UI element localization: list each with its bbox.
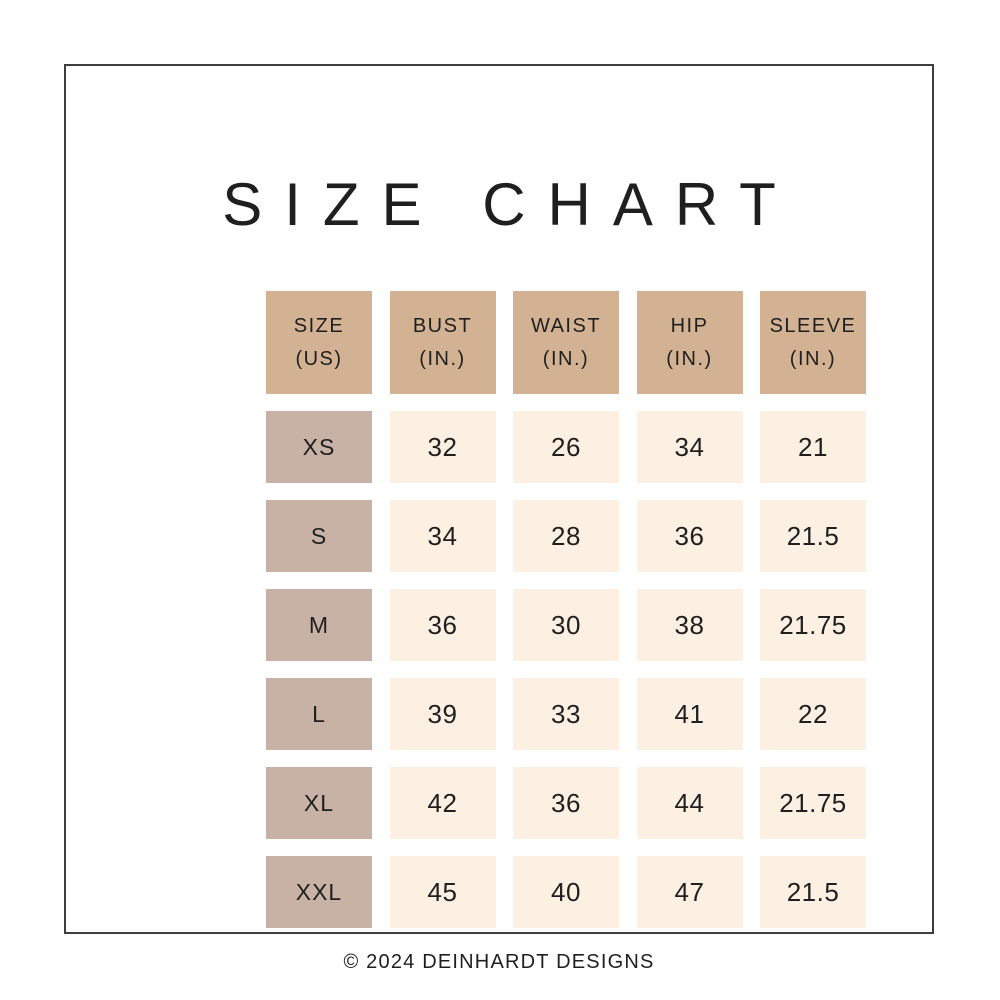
- measurement-cell-hip: 36: [636, 500, 743, 572]
- size-label-cell: XXL: [266, 856, 372, 928]
- measurement-cell-sleeve: 21.75: [760, 589, 866, 661]
- column-header-label: HIP: [670, 315, 709, 337]
- measurement-cell-hip: 47: [636, 856, 743, 928]
- measurement-cell-bust: 45: [389, 856, 496, 928]
- size-label-cell: S: [266, 500, 372, 572]
- measurement-cell-sleeve: 21: [760, 411, 866, 483]
- measurement-cell-sleeve: 21.5: [760, 500, 866, 572]
- measurement-cell-hip: 34: [636, 411, 743, 483]
- column-header-sleeve: SLEEVE (IN.): [760, 291, 866, 394]
- size-label-cell: XL: [266, 767, 372, 839]
- measurement-cell-waist: 40: [513, 856, 619, 928]
- column-header-label: WAIST: [530, 315, 602, 337]
- measurement-cell-hip: 41: [636, 678, 743, 750]
- measurement-cell-sleeve: 21.5: [760, 856, 866, 928]
- column-header-bust: BUST (IN.): [389, 291, 496, 394]
- measurement-cell-bust: 42: [389, 767, 496, 839]
- measurement-cell-sleeve: 21.75: [760, 767, 866, 839]
- measurement-cell-bust: 36: [389, 589, 496, 661]
- size-table: SIZE (US) BUST (IN.) WAIST (IN.) HIP (IN…: [266, 291, 866, 928]
- column-header-label: SLEEVE: [769, 315, 857, 337]
- measurement-cell-waist: 33: [513, 678, 619, 750]
- column-header-unit: (IN.): [789, 348, 837, 370]
- column-header-label: BUST: [412, 315, 473, 337]
- measurement-cell-sleeve: 22: [760, 678, 866, 750]
- size-label-cell: XS: [266, 411, 372, 483]
- column-header-unit: (IN.): [666, 348, 713, 370]
- column-header-unit: (IN.): [542, 348, 590, 370]
- measurement-cell-waist: 26: [513, 411, 619, 483]
- column-header-label: SIZE: [293, 315, 345, 337]
- column-header-waist: WAIST (IN.): [513, 291, 619, 394]
- copyright-text: © 2024 DEINHARDT DESIGNS: [343, 951, 655, 973]
- measurement-cell-bust: 34: [389, 500, 496, 572]
- measurement-cell-bust: 32: [389, 411, 496, 483]
- measurement-cell-waist: 30: [513, 589, 619, 661]
- measurement-cell-waist: 28: [513, 500, 619, 572]
- column-header-size: SIZE (US): [266, 291, 372, 394]
- size-label-cell: L: [266, 678, 372, 750]
- column-header-hip: HIP (IN.): [636, 291, 743, 394]
- border-frame: SIZE CHART SIZE (US) BUST (IN.) WAIST (I…: [64, 64, 934, 973]
- column-header-unit: (IN.): [419, 348, 466, 370]
- measurement-cell-waist: 36: [513, 767, 619, 839]
- measurement-cell-hip: 38: [636, 589, 743, 661]
- page-title: SIZE CHART: [222, 171, 798, 238]
- column-header-unit: (US): [295, 348, 343, 370]
- measurement-cell-hip: 44: [636, 767, 743, 839]
- measurement-cell-bust: 39: [389, 678, 496, 750]
- size-label-cell: M: [266, 589, 372, 661]
